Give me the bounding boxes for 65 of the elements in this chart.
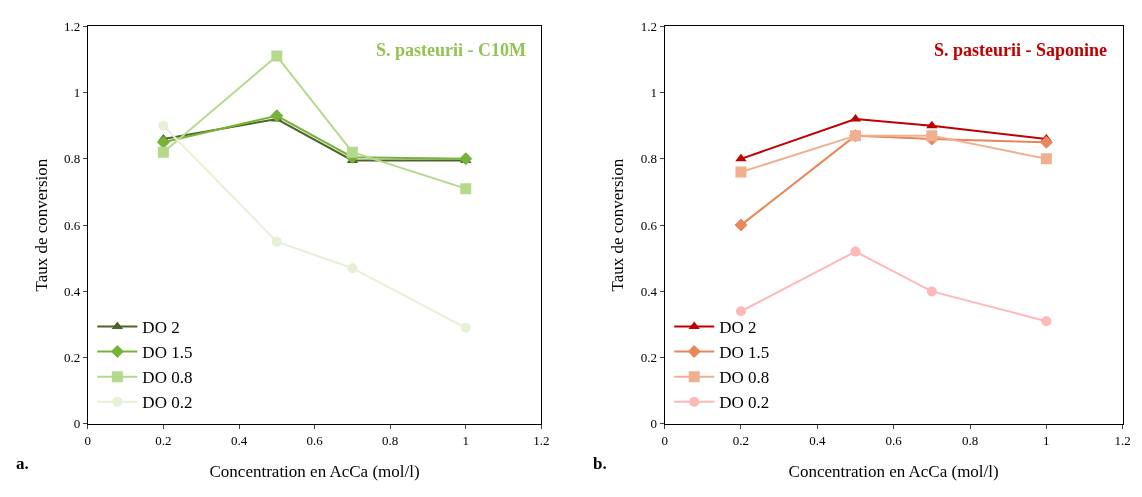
y-tick-label: 1	[73, 85, 81, 101]
point	[735, 306, 746, 317]
legend-label: DO 2	[719, 318, 757, 338]
x-tick-label: 0.4	[809, 432, 826, 448]
text: S. pasteurii - C10M	[376, 40, 526, 60]
point	[271, 236, 282, 247]
x-tick-label: 0.2	[155, 432, 172, 448]
y-tick-label: 0.2	[640, 350, 658, 366]
x-tick-label: 1	[1043, 432, 1050, 448]
legend-label: DO 1.5	[142, 343, 193, 363]
x-tick-label: 0.8	[961, 432, 979, 448]
y-tick-label: 0.4	[640, 283, 658, 299]
legend-label: DO 0.2	[719, 393, 770, 413]
point	[1040, 153, 1052, 165]
y-tick-label: 0.8	[640, 151, 658, 167]
y-tick-label: 0.6	[63, 217, 81, 233]
point	[270, 109, 284, 123]
x-tick-label: 0.4	[230, 432, 248, 448]
point	[735, 153, 747, 162]
text: b.	[593, 454, 607, 473]
point	[347, 263, 358, 274]
point	[926, 120, 938, 129]
x-tick-label: 0	[661, 432, 668, 448]
legend-label: DO 1.5	[719, 343, 770, 363]
text: S. pasteurii - Saponine	[934, 40, 1108, 60]
point	[460, 183, 472, 195]
legend-label: DO 0.2	[142, 393, 193, 413]
point	[460, 322, 471, 333]
point	[735, 166, 747, 178]
y-axis-title: Taux de conversion	[608, 158, 628, 292]
point	[926, 286, 937, 297]
x-tick-label: 1.2	[1114, 432, 1131, 448]
legend-label: DO 2	[142, 318, 180, 338]
point	[734, 218, 748, 232]
point	[1041, 316, 1052, 327]
x-axis-title: Concentration en AcCa (mol/l)	[788, 461, 999, 481]
y-tick-label: 0	[73, 416, 81, 432]
legend-label: DO 0.8	[719, 368, 770, 388]
x-tick-label: 1	[462, 432, 470, 448]
y-tick-label: 0.6	[640, 217, 658, 233]
point	[850, 246, 861, 257]
y-tick-label: 1	[650, 85, 658, 101]
x-tick-label: 0.6	[306, 432, 324, 448]
y-axis-title: Taux de conversion	[31, 158, 51, 292]
y-tick-label: 0	[650, 416, 658, 432]
x-axis-title: Concentration en AcCa (mol/l)	[209, 461, 420, 481]
x-tick-label: 0.8	[382, 432, 399, 448]
y-tick-label: 1.2	[640, 18, 658, 34]
y-tick-label: 1.2	[63, 18, 81, 34]
x-tick-label: 1.2	[533, 432, 550, 448]
y-tick-label: 0.4	[63, 283, 81, 299]
point	[271, 50, 283, 62]
x-tick-label: 0.2	[732, 432, 750, 448]
point	[926, 130, 938, 142]
point	[346, 146, 358, 158]
point	[157, 146, 169, 158]
x-tick-label: 0	[84, 432, 92, 448]
x-tick-label: 0.6	[885, 432, 903, 448]
y-tick-label: 0.2	[63, 350, 81, 366]
point	[158, 120, 169, 131]
point	[1039, 135, 1053, 149]
legend-label: DO 0.8	[142, 368, 193, 388]
y-tick-label: 0.8	[63, 151, 81, 167]
point	[156, 135, 170, 149]
text: a.	[16, 454, 29, 473]
